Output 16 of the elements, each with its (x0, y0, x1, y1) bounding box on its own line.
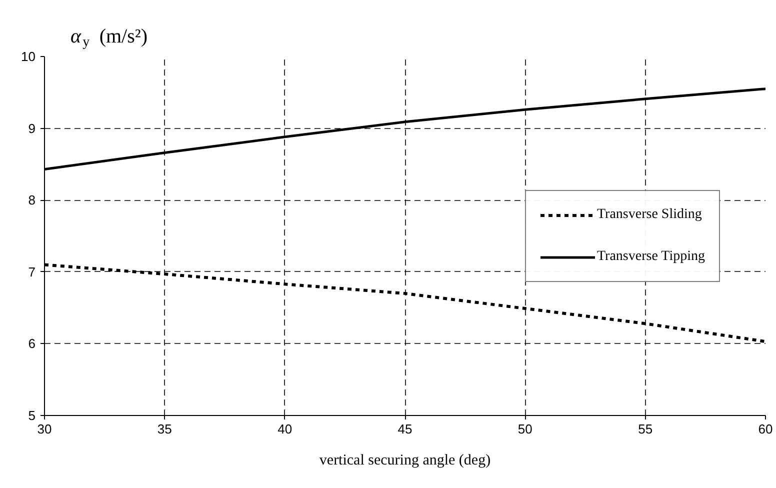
legend-label: Transverse Sliding (596, 206, 702, 222)
y-tick-label: 7 (28, 264, 36, 280)
x-tick-label: 30 (37, 422, 52, 436)
legend-label: Transverse Tipping (596, 248, 705, 264)
x-tick-label: 45 (398, 422, 412, 436)
x-tick-label: 35 (157, 422, 172, 436)
y-tick-label: 10 (21, 49, 36, 64)
y-tick-label: 9 (28, 120, 36, 136)
x-tick-label: 50 (518, 422, 532, 436)
x-tick-label: 40 (278, 422, 292, 436)
y-tick-label: 6 (28, 336, 36, 352)
x-tick-label: 60 (758, 422, 773, 436)
x-tick-label: 55 (638, 422, 653, 436)
y-tick-label: 5 (28, 408, 36, 423)
y-tick-label: 8 (28, 192, 36, 208)
x-axis-title: vertical securing angle (deg) (319, 452, 491, 468)
